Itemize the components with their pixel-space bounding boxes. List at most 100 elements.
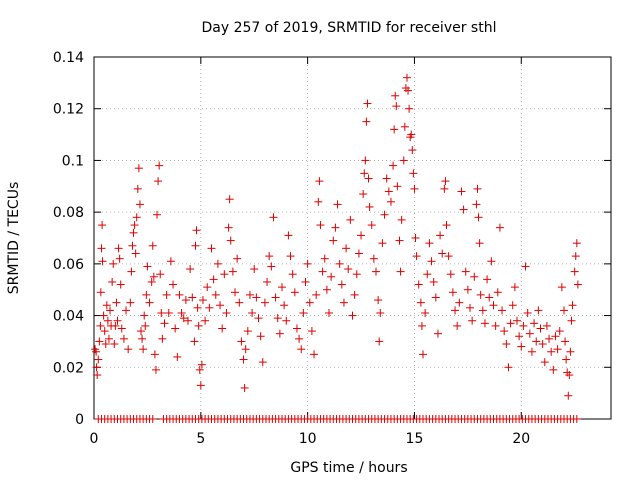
data-point: [572, 239, 581, 248]
data-point: [295, 334, 304, 343]
data-point: [310, 350, 319, 359]
data-point: [147, 277, 156, 286]
data-point: [117, 324, 126, 333]
data-point: [155, 161, 164, 170]
data-point: [113, 316, 122, 325]
data-point: [455, 298, 464, 307]
data-point: [473, 184, 482, 193]
data-point: [470, 272, 479, 281]
data-point: [506, 319, 515, 328]
data-point: [129, 228, 138, 237]
data-point: [421, 308, 430, 317]
data-point: [192, 226, 201, 235]
data-point: [225, 195, 234, 204]
axis-ticks: 0 0.02 0.04 0.06 0.08 0.1 0.12 0.14 0 5 10 15 20: [53, 50, 611, 447]
data-point: [561, 337, 570, 346]
data-point: [487, 257, 496, 266]
data-point: [150, 350, 159, 359]
data-point: [446, 270, 455, 279]
data-point: [290, 288, 299, 297]
data-point: [149, 272, 158, 281]
data-point: [510, 283, 519, 292]
data-point: [98, 221, 107, 230]
data-point: [177, 308, 186, 317]
data-point: [566, 347, 575, 356]
data-point: [523, 308, 532, 317]
data-point: [474, 213, 483, 222]
data-point: [320, 254, 329, 263]
data-point: [201, 316, 210, 325]
data-point: [110, 340, 119, 349]
data-point: [436, 231, 445, 240]
data-point: [134, 164, 143, 173]
data-point: [409, 169, 418, 178]
data-point: [282, 316, 291, 325]
data-point: [122, 306, 131, 315]
data-point: [457, 187, 466, 196]
data-point: [145, 298, 154, 307]
data-point: [515, 332, 524, 341]
data-point: [115, 254, 124, 263]
data-point: [92, 363, 101, 372]
data-point: [393, 182, 402, 191]
data-point: [226, 236, 235, 245]
data-point: [193, 303, 202, 312]
data-point: [459, 205, 468, 214]
data-point: [173, 352, 182, 361]
data-point: [278, 283, 286, 292]
data-point: [573, 280, 582, 289]
data-point: [402, 73, 411, 82]
data-point: [133, 184, 142, 193]
data-point: [205, 303, 214, 312]
data-point: [209, 275, 218, 284]
chart-title: Day 257 of 2019, SRMTID for receiver sth…: [202, 20, 497, 36]
data-point: [156, 270, 165, 279]
data-point: [240, 383, 249, 392]
data-point: [493, 288, 502, 297]
data-point: [442, 221, 451, 230]
data-point: [195, 365, 204, 374]
data-point: [315, 177, 324, 186]
data-point: [191, 241, 200, 250]
data-point: [417, 321, 426, 330]
data-point: [438, 249, 447, 258]
data-point: [284, 231, 293, 240]
data-point: [397, 215, 406, 224]
data-point: [265, 252, 274, 261]
data-point: [444, 252, 453, 261]
data-point: [480, 319, 489, 328]
data-point: [425, 239, 434, 248]
data-point: [395, 236, 404, 245]
data-point: [448, 288, 457, 297]
data-point: [248, 308, 257, 317]
data-point: [239, 355, 248, 364]
data-point: [337, 280, 346, 289]
y-tick-label: 0.1: [62, 153, 84, 169]
data-point: [98, 257, 107, 266]
data-point: [329, 236, 338, 245]
data-point: [461, 267, 470, 276]
data-point: [453, 321, 462, 330]
data-point: [233, 254, 242, 263]
data-point: [374, 296, 383, 305]
y-tick-label: 0.08: [53, 205, 84, 221]
data-point: [228, 267, 237, 276]
data-point: [472, 200, 481, 209]
data-point: [423, 270, 432, 279]
data-point: [94, 355, 103, 364]
y-axis-label: SRMTID / TECUs: [6, 182, 22, 295]
data-point: [352, 270, 361, 279]
data-point: [316, 221, 325, 230]
data-point: [162, 290, 171, 299]
data-point: [220, 270, 229, 279]
data-point: [429, 277, 438, 286]
data-point: [148, 241, 157, 250]
data-point: [96, 321, 105, 330]
data-point: [142, 290, 151, 299]
data-point: [301, 277, 310, 286]
data-point: [237, 337, 246, 346]
data-point: [130, 221, 139, 230]
data-point: [243, 327, 252, 336]
data-point: [538, 340, 547, 349]
